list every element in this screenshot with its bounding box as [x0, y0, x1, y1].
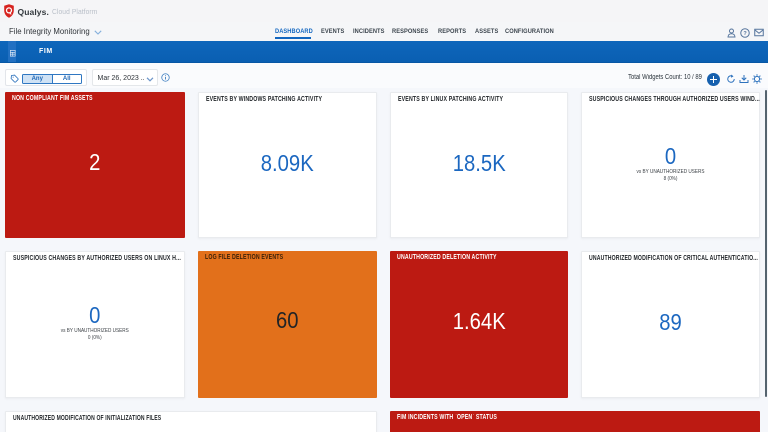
svg-text:?: ? — [743, 31, 747, 37]
